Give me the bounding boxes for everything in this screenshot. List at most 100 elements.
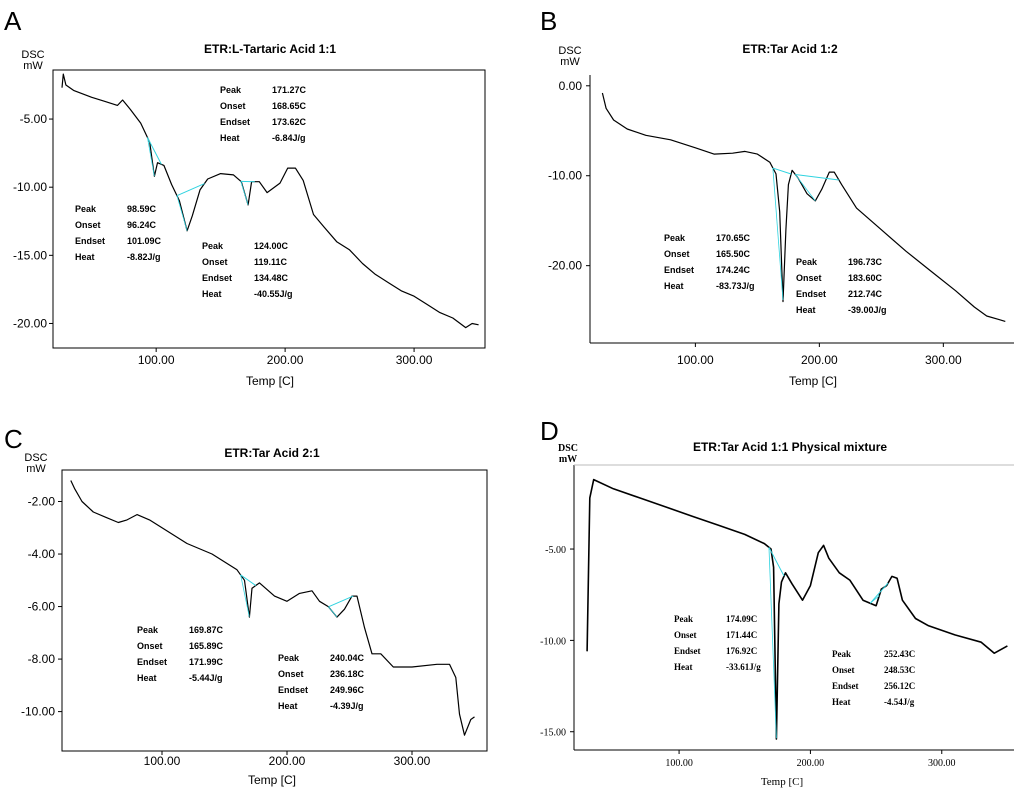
annotation-value-b: -83.73J/g	[716, 281, 755, 291]
x-tick-label-b: 200.00	[801, 353, 838, 367]
dsc-curve-c	[70, 480, 475, 736]
annotation-value-b: 165.50C	[716, 249, 751, 259]
annotation-value-c: -4.39J/g	[330, 701, 364, 711]
onset-tangent-b	[794, 174, 816, 202]
annotation-value-d: 252.43C	[884, 649, 915, 659]
peak-baseline-b	[772, 167, 792, 175]
y-axis-label-d: DSC mW	[558, 443, 578, 465]
annotation-key-a: Onset	[75, 220, 101, 230]
annotation-value-b: 196.73C	[848, 257, 883, 267]
x-tick-label-a: 300.00	[396, 353, 433, 367]
annotation-key-c: Peak	[278, 653, 300, 663]
y-tick-label-d: -15.00	[540, 728, 566, 739]
annotation-value-a: 98.59C	[127, 204, 157, 214]
annotation-value-a: 171.27C	[272, 85, 307, 95]
annotation-value-a: 101.09C	[127, 236, 162, 246]
x-tick-label-c: 300.00	[394, 754, 431, 768]
chart-title-b: ETR:Tar Acid 1:2	[742, 42, 838, 56]
x-tick-label-c: 200.00	[269, 754, 306, 768]
annotation-key-b: Onset	[664, 249, 690, 259]
annotation-key-b: Heat	[664, 281, 684, 291]
peak-baseline-d	[768, 547, 785, 577]
chart-panel-a: A ETR:L-Tartaric Acid 1:1 DSC mW Temp [C]…	[4, 6, 486, 388]
annotation-value-a: 134.48C	[254, 273, 289, 283]
annotation-value-a: -8.82J/g	[127, 252, 161, 262]
x-tick-label-a: 100.00	[138, 353, 175, 367]
chart-title-c: ETR:Tar Acid 2:1	[224, 446, 320, 460]
chart-panel-b: B ETR:Tar Acid 1:2 DSC mW Temp [C] 100.00…	[540, 6, 1014, 388]
peak-baseline-a	[147, 137, 162, 165]
peak-baseline-c	[328, 595, 354, 608]
annotation-key-c: Heat	[137, 673, 157, 683]
annotation-value-a: -40.55J/g	[254, 289, 293, 299]
onset-tangent-a	[147, 137, 155, 177]
y-axis-label-b: DSC mW	[558, 45, 581, 68]
annotation-value-c: -5.44J/g	[189, 673, 223, 683]
chart-title-a: ETR:L-Tartaric Acid 1:1	[204, 42, 336, 56]
plot-frame-a	[52, 69, 486, 349]
annotation-value-a: -6.84J/g	[272, 133, 306, 143]
annotation-key-d: Onset	[674, 630, 697, 640]
x-tick-label-d: 300.00	[928, 758, 956, 769]
y-axis-label-c: DSC mW	[24, 452, 47, 475]
y-tick-label-a: -20.00	[13, 316, 47, 330]
annotation-key-a: Onset	[202, 257, 228, 267]
y-tick-label-a: -10.00	[13, 180, 47, 194]
annotation-value-d: 171.44C	[726, 630, 757, 640]
x-axis-label-a: Temp [C]	[246, 374, 294, 388]
annotation-value-b: 174.24C	[716, 265, 751, 275]
panel-letter-d: D	[540, 416, 559, 446]
dsc-curve-b	[601, 92, 1006, 322]
annotation-key-a: Peak	[75, 204, 97, 214]
annotation-value-a: 173.62C	[272, 117, 307, 127]
x-tick-label-a: 200.00	[267, 353, 304, 367]
annotation-key-d: Onset	[832, 665, 855, 675]
annotation-key-a: Onset	[220, 101, 246, 111]
y-tick-label-d: -10.00	[540, 636, 566, 647]
annotation-key-a: Heat	[220, 133, 240, 143]
annotation-key-c: Peak	[137, 625, 159, 635]
x-tick-label-b: 300.00	[925, 353, 962, 367]
y-tick-label-c: -6.00	[28, 600, 56, 614]
annotation-key-c: Onset	[278, 669, 304, 679]
annotation-key-b: Onset	[796, 273, 822, 283]
annotation-key-d: Heat	[674, 662, 693, 672]
annotation-value-c: 249.96C	[330, 685, 365, 695]
annotation-key-a: Peak	[202, 241, 224, 251]
annotation-key-b: Peak	[796, 257, 818, 267]
y-tick-label-b: 0.00	[559, 79, 583, 93]
chart-panel-c: C ETR:Tar Acid 2:1 DSC mW Temp [C] 100.00…	[4, 424, 488, 787]
annotation-value-a: 119.11C	[254, 257, 288, 267]
annotation-value-d: -33.61J/g	[726, 662, 761, 672]
annotation-value-a: 96.24C	[127, 220, 157, 230]
panel-letter-c: C	[4, 424, 23, 454]
annotation-value-d: 176.92C	[726, 646, 757, 656]
annotation-value-b: 212.74C	[848, 289, 883, 299]
annotation-value-c: 236.18C	[330, 669, 365, 679]
annotation-value-b: -39.00J/g	[848, 305, 887, 315]
peak-baseline-c	[240, 574, 257, 586]
annotation-key-d: Peak	[674, 614, 693, 624]
annotation-key-b: Endset	[796, 289, 826, 299]
peak-baseline-a	[176, 183, 205, 197]
panel-letter-a: A	[4, 6, 22, 36]
y-tick-label-c: -10.00	[21, 705, 55, 719]
annotation-key-a: Peak	[220, 85, 242, 95]
x-axis-label-b: Temp [C]	[789, 374, 837, 388]
annotation-key-b: Heat	[796, 305, 816, 315]
annotation-key-a: Endset	[202, 273, 232, 283]
peak-baseline-d	[869, 582, 889, 604]
panel-letter-b: B	[540, 6, 557, 36]
y-tick-label-c: -8.00	[28, 652, 56, 666]
onset-tangent-d	[768, 547, 777, 739]
y-tick-label-d: -5.00	[545, 545, 566, 556]
annotation-value-b: 183.60C	[848, 273, 883, 283]
y-tick-label-b: -10.00	[548, 169, 582, 183]
y-tick-label-c: -4.00	[28, 547, 56, 561]
annotation-value-c: 169.87C	[189, 625, 224, 635]
annotation-key-d: Endset	[674, 646, 701, 656]
annotation-value-c: 165.89C	[189, 641, 224, 651]
y-axis-label-a: DSC mW	[21, 49, 44, 72]
onset-tangent-b	[772, 168, 784, 300]
